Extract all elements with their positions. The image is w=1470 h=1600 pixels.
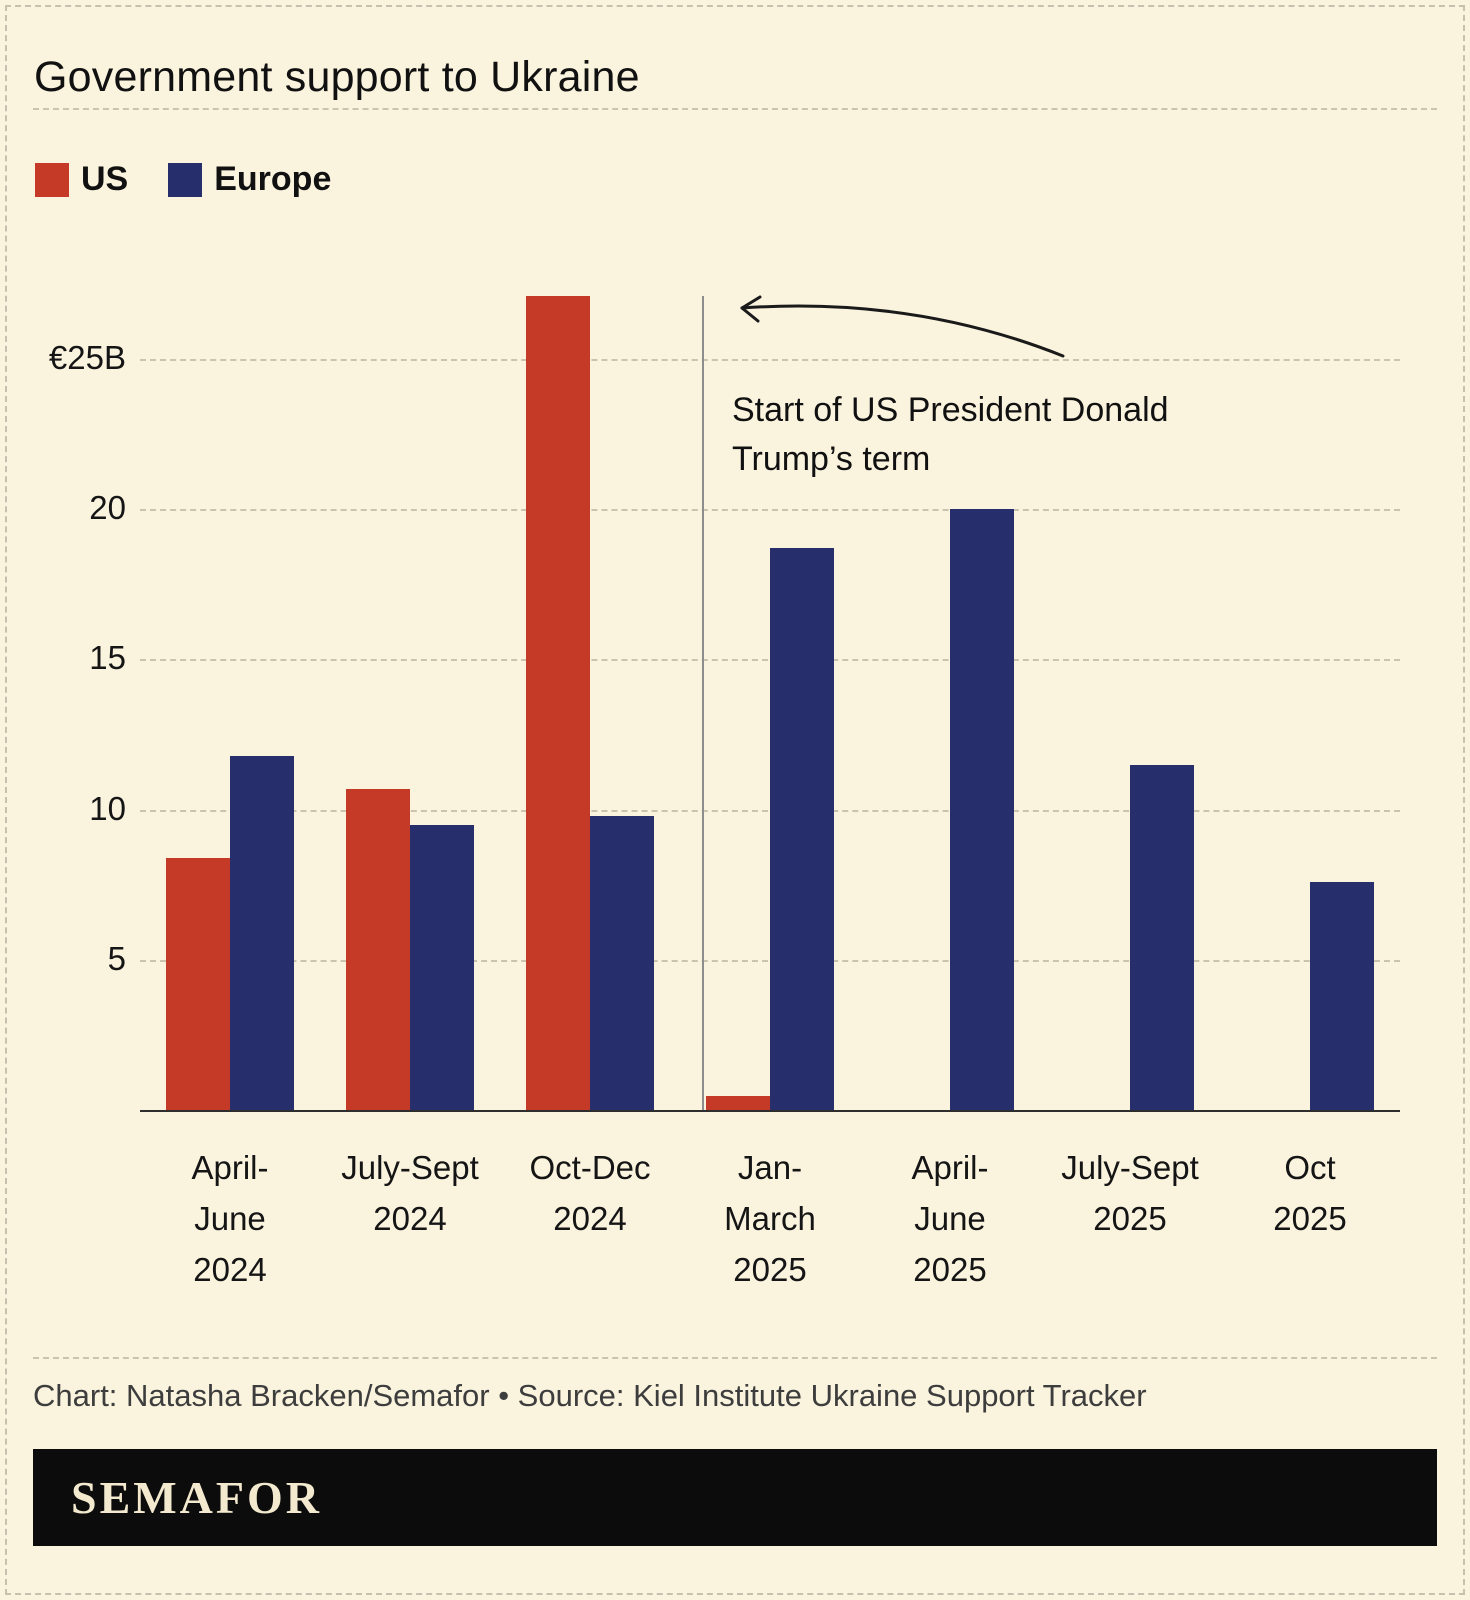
x-axis-category-label: July-Sept 2024 [341, 1149, 479, 1237]
bar-chart-plot-area: Start of US President Donald Trump’s ter… [49, 290, 1400, 1288]
caption-divider [33, 1357, 1437, 1359]
x-axis-line [140, 1110, 1400, 1112]
trump-term-start-line [702, 296, 704, 1110]
y-axis-tick-label: €25B [48, 339, 126, 377]
x-axis-category-label: Oct 2025 [1273, 1149, 1347, 1237]
bar-us [706, 1096, 770, 1110]
y-axis-tick-label: 20 [89, 489, 126, 527]
gridline-25 [140, 359, 1400, 362]
chart-caption: Chart: Natasha Bracken/Semafor • Source:… [33, 1378, 1147, 1413]
semafor-logo: SEMAFOR [71, 1472, 322, 1523]
bar-us [526, 296, 590, 1110]
x-axis-category-label: April- June 2024 [191, 1149, 269, 1288]
trump-term-annotation-line2: Trump’s term [732, 440, 931, 478]
y-axis-tick-label: 10 [89, 789, 126, 827]
bar-europe [770, 548, 834, 1110]
y-axis-tick-label: 15 [89, 639, 126, 677]
page-title: Government support to Ukraine [34, 52, 640, 101]
bar-us [166, 857, 230, 1110]
x-axis-category-label: Jan- March 2025 [724, 1149, 816, 1288]
bar-europe [590, 815, 654, 1110]
bar-europe [1310, 881, 1374, 1110]
x-axis-category-label: Oct-Dec 2024 [529, 1149, 651, 1237]
bar-europe [1130, 764, 1194, 1110]
trump-term-annotation-line1: Start of US President Donald [732, 391, 1169, 429]
bar-us [346, 788, 410, 1110]
x-axis-category-label: April- June 2025 [911, 1149, 989, 1288]
europe-color-swatch [168, 162, 203, 197]
chart-legend: US Europe [35, 160, 331, 199]
bar-europe [950, 509, 1014, 1110]
y-axis-tick-label: 5 [107, 939, 126, 977]
brand-footer-bar: SEMAFOR [33, 1449, 1437, 1546]
bar-europe [230, 755, 294, 1110]
legend-item-us: US [35, 160, 128, 199]
legend-label-us: US [81, 160, 129, 198]
trump-term-annotation: Start of US President Donald Trump’s ter… [732, 386, 1169, 484]
annotation-arrow-icon [740, 295, 1065, 358]
legend-label-europe: Europe [214, 160, 332, 198]
legend-item-europe: Europe [168, 160, 331, 199]
us-color-swatch [35, 162, 69, 197]
gridline-20 [140, 509, 1400, 512]
title-divider [33, 108, 1437, 110]
bar-europe [410, 824, 474, 1110]
x-axis-category-label: July-Sept 2025 [1061, 1149, 1199, 1237]
